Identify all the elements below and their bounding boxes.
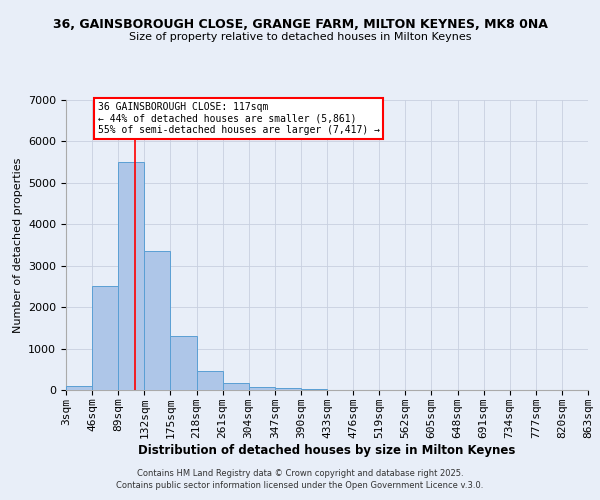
Bar xyxy=(66,386,92,390)
Bar xyxy=(249,387,275,390)
Bar xyxy=(170,336,197,390)
Bar xyxy=(223,383,249,390)
Bar xyxy=(92,286,118,390)
Bar xyxy=(145,251,170,390)
Bar xyxy=(118,162,145,390)
Bar xyxy=(197,372,223,390)
X-axis label: Distribution of detached houses by size in Milton Keynes: Distribution of detached houses by size … xyxy=(139,444,515,456)
Text: Contains HM Land Registry data © Crown copyright and database right 2025.: Contains HM Land Registry data © Crown c… xyxy=(137,468,463,477)
Text: Contains public sector information licensed under the Open Government Licence v.: Contains public sector information licen… xyxy=(116,481,484,490)
Text: 36, GAINSBOROUGH CLOSE, GRANGE FARM, MILTON KEYNES, MK8 0NA: 36, GAINSBOROUGH CLOSE, GRANGE FARM, MIL… xyxy=(53,18,547,30)
Bar xyxy=(275,388,301,390)
Text: Size of property relative to detached houses in Milton Keynes: Size of property relative to detached ho… xyxy=(129,32,471,42)
Y-axis label: Number of detached properties: Number of detached properties xyxy=(13,158,23,332)
Bar xyxy=(301,389,327,390)
Text: 36 GAINSBOROUGH CLOSE: 117sqm
← 44% of detached houses are smaller (5,861)
55% o: 36 GAINSBOROUGH CLOSE: 117sqm ← 44% of d… xyxy=(98,102,380,136)
